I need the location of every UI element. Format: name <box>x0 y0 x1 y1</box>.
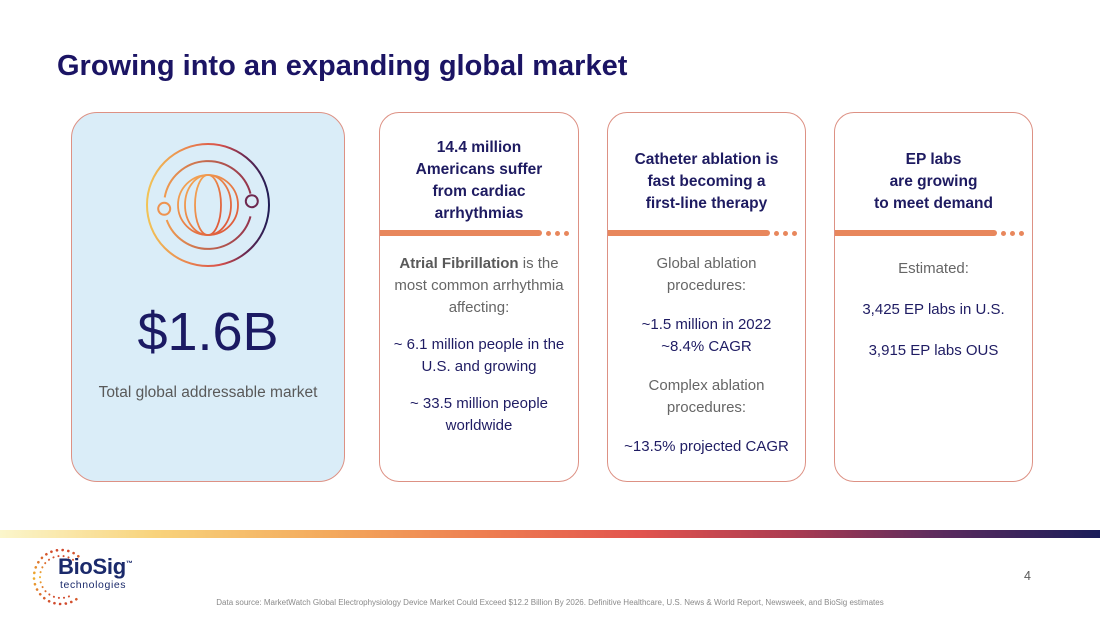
divider-accent <box>835 230 1032 236</box>
divider-dot <box>1009 230 1015 236</box>
divider-dot <box>782 230 788 236</box>
divider-line <box>835 230 997 236</box>
card-fact: ~ 6.1 million people in the U.S. and gro… <box>393 336 565 375</box>
card-fact: 3,915 EP labs OUS <box>868 342 999 359</box>
card-header: Catheter ablation is fast becoming a fir… <box>634 151 779 212</box>
footer-gradient-bar <box>0 530 1100 538</box>
card-fact: ~1.5 million in 2022 ~8.4% CAGR <box>641 316 772 355</box>
card-intro: Atrial Fibrillation is the most common a… <box>389 253 569 319</box>
divider-dot <box>773 230 779 236</box>
divider-dot <box>546 230 552 236</box>
page-number: 4 <box>1024 569 1031 583</box>
divider-accent <box>380 230 578 236</box>
card-label: Estimated: <box>898 260 969 277</box>
card-fact: 3,425 EP labs in U.S. <box>862 301 1005 318</box>
card-header: EP labs are growing to meet demand <box>874 151 993 212</box>
logo-subtitle: technologies <box>60 579 127 591</box>
market-size-card: $1.6B Total global addressable market <box>71 112 345 482</box>
card-label: Complex ablation procedures: <box>648 377 765 416</box>
divider-dot <box>1000 230 1006 236</box>
divider-dot <box>564 230 570 236</box>
divider-dot <box>1018 230 1024 236</box>
trademark-symbol: ™ <box>125 560 133 568</box>
card-header: 14.4 million Americans suffer from cardi… <box>415 139 543 222</box>
data-source-note: Data source: MarketWatch Global Electrop… <box>216 598 884 607</box>
biosig-logo: BioSig™ technologies <box>30 546 180 612</box>
divider-accent <box>608 230 805 236</box>
card-fact: ~ 33.5 million people worldwide <box>409 395 548 434</box>
logo-dotted-arc-icon <box>32 548 80 606</box>
page-title: Growing into an expanding global market <box>57 50 628 82</box>
divider-dot <box>555 230 561 236</box>
card-body: Estimated: 3,425 EP labs in U.S. 3,915 E… <box>844 258 1023 381</box>
card-intro-term: Atrial Fibrillation <box>399 255 519 272</box>
card-arrhythmia-prevalence: 14.4 million Americans suffer from cardi… <box>379 112 579 482</box>
market-value: $1.6B <box>137 302 279 362</box>
card-fact: ~13.5% projected CAGR <box>624 438 789 455</box>
card-ep-labs: EP labs are growing to meet demand Estim… <box>834 112 1033 482</box>
logo-wordmark: BioSig™ <box>58 554 133 579</box>
divider-line <box>380 230 543 236</box>
card-intro-rest: is the most common arrhythmia affecting: <box>394 255 564 316</box>
divider-line <box>608 230 770 236</box>
card-body: Atrial Fibrillation is the most common a… <box>389 253 569 452</box>
market-caption: Total global addressable market <box>98 384 318 401</box>
globe-orbit-icon <box>146 143 270 267</box>
card-body: Global ablation procedures: ~1.5 million… <box>617 253 796 475</box>
card-catheter-ablation: Catheter ablation is fast becoming a fir… <box>607 112 806 482</box>
divider-dot <box>791 230 797 236</box>
card-label: Global ablation procedures: <box>656 255 757 294</box>
